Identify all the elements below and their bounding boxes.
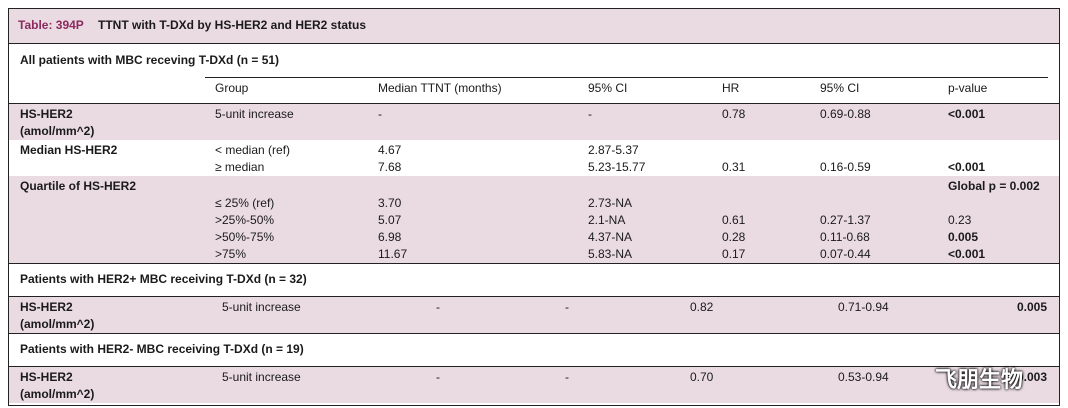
column-header: HR [722,81,740,95]
rule [9,333,1059,334]
cell: - [588,107,592,121]
cell: ≥ median [215,160,265,174]
cell: 5.07 [378,213,402,227]
cell: 0.82 [690,300,714,314]
section-heading: Patients with HER2- MBC receiving T-DXd … [20,342,304,356]
cell: 0.61 [722,213,746,227]
cell: 0.11-0.68 [820,230,870,244]
cell: 5-unit increase [215,107,294,121]
rule [9,296,1059,297]
section-heading: All patients with MBC receving T-DXd (n … [20,53,280,67]
rule [9,103,1059,104]
row-label: (amol/mm^2) [20,124,95,138]
cell: - [436,300,440,314]
column-header: 95% CI [588,81,628,95]
cell: - [436,370,440,384]
cell: 3.70 [378,196,402,210]
row-label: (amol/mm^2) [20,317,95,331]
cell: <0.001 [948,107,986,121]
table-label: Table: 394P [18,18,84,32]
cell: 5-unit increase [222,370,301,384]
cell: 2.87-5.37 [588,143,639,157]
cell: 5.83-NA [588,247,633,261]
cell: 7.68 [378,160,402,174]
table-frame [8,8,1060,406]
cell: 0.53-0.94 [838,370,889,384]
row-label: HS-HER2 [20,300,73,314]
cell: 2.73-NA [588,196,633,210]
cell: 4.37-NA [588,230,633,244]
cell: 2.1-NA [588,213,626,227]
column-header: Group [215,81,249,95]
cell: 0.23 [948,213,972,227]
cell: 0.005 [1016,300,1047,314]
rule [9,366,1059,367]
cell: 0.71-0.94 [838,300,889,314]
cell: 5.23-15.77 [588,160,646,174]
cell: 0.27-1.37 [820,213,871,227]
cell: - [565,300,569,314]
row-band [9,104,1059,140]
cell: 0.003 [1016,370,1047,384]
row-label: HS-HER2 [20,370,73,384]
row-band [9,176,1059,263]
watermark: 飞朋生物 [935,367,1024,392]
row-label: HS-HER2 [20,107,73,121]
cell: >50%-75% [215,230,275,244]
row-label: Quartile of HS-HER2 [20,179,137,193]
cell: Global p = 0.002 [948,179,1040,193]
cell: 0.005 [948,230,979,244]
rule [205,77,1048,78]
cell: 0.16-0.59 [820,160,871,174]
rule [9,263,1059,264]
cell: 11.67 [378,247,408,261]
column-header: 95% CI [820,81,860,95]
column-header: p-value [948,81,988,95]
row-label: Median HS-HER2 [20,143,118,157]
rule [9,43,1059,44]
cell: 0.78 [722,107,746,121]
table-title: TTNT with T-DXd by HS-HER2 and HER2 stat… [98,18,367,32]
cell: 0.31 [722,160,746,174]
cell: - [565,370,569,384]
cell: < median (ref) [215,143,291,157]
cell: 0.17 [722,247,746,261]
column-header: Median TTNT (months) [378,81,502,95]
cell: 0.07-0.44 [820,247,871,261]
cell: 0.28 [722,230,746,244]
section-heading: Patients with HER2+ MBC receiving T-DXd … [20,272,307,286]
row-band [9,367,1059,403]
cell: 0.69-0.88 [820,107,871,121]
cell: - [378,107,382,121]
cell: <0.001 [948,160,986,174]
cell: 6.98 [378,230,402,244]
row-band [9,297,1059,333]
cell: <0.001 [948,247,986,261]
cell: 5-unit increase [222,300,301,314]
cell: ≤ 25% (ref) [215,196,275,210]
cell: >25%-50% [215,213,275,227]
cell: 0.70 [690,370,714,384]
cell: 4.67 [378,143,402,157]
title-bar [9,9,1059,43]
cell: >75% [215,247,247,261]
row-label: (amol/mm^2) [20,387,95,401]
